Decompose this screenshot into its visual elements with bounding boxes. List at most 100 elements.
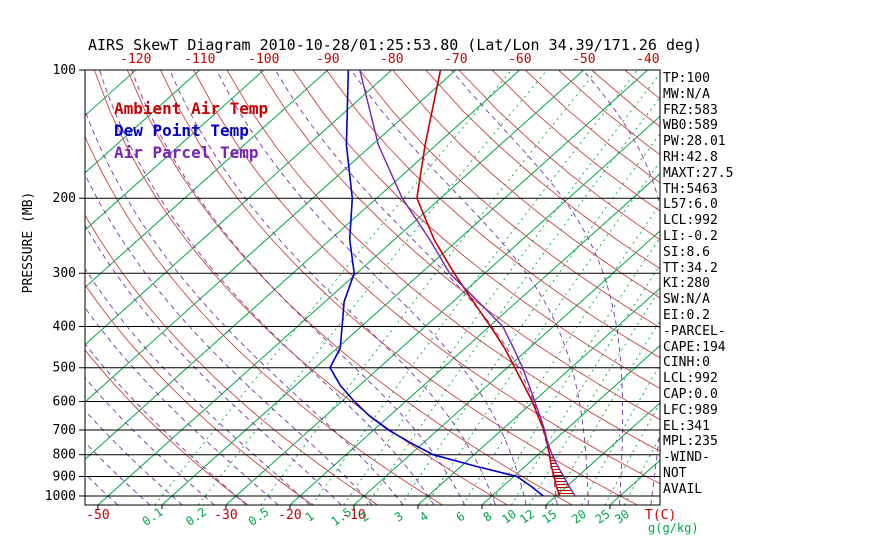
dry-adiabat-line (85, 349, 249, 505)
dry-adiabat-line (93, 70, 508, 505)
stats-panel: TP:100 MW:N/A FRZ:583 WB0:589 PW:28.01 RH:42.… (663, 71, 733, 498)
dry-adiabat-line (292, 70, 660, 389)
isotherm-line (85, 70, 393, 346)
mixing-ratio-line (489, 236, 660, 505)
moist-adiabat-line (274, 70, 558, 505)
bottom-temp-label: -10 (342, 508, 365, 523)
stat-line: WB0:589 (663, 118, 718, 134)
mixing-ratio-label: 1 (303, 509, 317, 525)
top-temp-label: -80 (380, 52, 403, 67)
pressure-tick-label: 200 (53, 191, 76, 206)
mixing-ratio-label: 10 (499, 507, 519, 527)
mixing-ratio-line (311, 70, 638, 505)
stat-line: TP:100 (663, 71, 710, 86)
mixing-ratio-label: 4 (417, 509, 431, 525)
top-temp-label: -60 (508, 52, 531, 67)
moist-adiabat-line (131, 70, 466, 505)
stat-line: MAXT:27.5 (663, 165, 734, 181)
mixing-ratio-line (511, 264, 660, 505)
top-temp-label: -70 (444, 52, 467, 67)
dry-adiabat-line (392, 70, 660, 299)
mixing-ratio-label: 12 (517, 507, 537, 527)
pressure-tick-label: 600 (53, 394, 76, 409)
isotherm-line (97, 70, 585, 505)
stat-line: EL:341 (663, 418, 710, 434)
background-lines (85, 70, 660, 505)
stat-line: TT:34.2 (663, 260, 718, 276)
moist-adiabat-line (450, 70, 624, 505)
stat-line: CAP:0.0 (663, 386, 718, 402)
stat-line: FRZ:583 (663, 102, 718, 118)
mixing-ratio-label: 0.2 (183, 505, 209, 529)
moist-adiabat-line (85, 224, 342, 505)
isotherm-line (85, 70, 457, 403)
chart-title: AIRS SkewT Diagram 2010-10-28/01:25:53.8… (88, 36, 703, 54)
moist-adiabat-line (85, 343, 247, 505)
moist-adiabat-line (99, 70, 435, 505)
pressure-tick-label: 400 (53, 319, 76, 334)
bottom-temp-label: -50 (86, 508, 109, 523)
stat-line: SW:N/A (663, 292, 710, 308)
mixing-ratio-label: 20 (569, 507, 589, 527)
stat-line: L57:6.0 (663, 197, 718, 213)
bottom-temp-label: -30 (214, 508, 237, 523)
mixing-ratio-line (425, 161, 660, 505)
mixing-ratio-label: 8 (481, 509, 495, 525)
mixing-ratio-label: 25 (593, 507, 613, 527)
isotherm-line (85, 70, 201, 174)
sounding-curves (329, 70, 576, 497)
moist-adiabat-line (350, 70, 589, 505)
top-temp-label: -50 (572, 52, 595, 67)
dry-adiabat-line (226, 70, 660, 452)
bottom-temp-label: -20 (278, 508, 301, 523)
pressure-axis-label: PRESSURE (MB) (21, 192, 36, 294)
stat-line: MPL:235 (663, 434, 718, 450)
isotherm-line (85, 70, 265, 231)
stat-line: LCL:992 (663, 213, 718, 229)
mixing-ratio-label: 15 (540, 507, 560, 527)
mixing-ratio-label: 3 (392, 509, 406, 525)
stat-line: AVAIL (663, 481, 703, 497)
moist-adiabat-line (85, 473, 119, 505)
mixing-ratio-label: 6 (454, 509, 468, 525)
mixing-ratio-line (581, 364, 660, 505)
ambient-temp-curve (416, 70, 561, 497)
moist-adiabat-line (85, 267, 311, 505)
top-temp-label: -40 (636, 52, 659, 67)
stat-line: -WIND- (663, 450, 710, 466)
moist-adiabat-line (85, 109, 404, 505)
isotherm-line (85, 70, 329, 289)
pressure-tick-label: 900 (53, 469, 76, 484)
stat-line: LI:-0.2 (663, 228, 718, 244)
legend: Ambient Air Temp Dew Point Temp Air Parc… (114, 98, 268, 164)
top-temp-label: -120 (120, 52, 151, 67)
top-temp-label: -100 (248, 52, 279, 67)
mixing-ratio-line (623, 435, 660, 505)
stat-line: LCL:992 (663, 371, 718, 387)
parcel-temp-curve (359, 70, 576, 497)
axis-labels: -120 -110 -100 -90 -80 -70 -60 -50 -40 100 200 300 4… (21, 52, 699, 535)
moist-adiabat-line (85, 377, 215, 505)
stat-line: TH:5463 (663, 181, 718, 197)
dew-point-curve (329, 70, 544, 497)
pressure-tick-label: 1000 (45, 489, 76, 504)
top-temp-label: -110 (184, 52, 215, 67)
plot-frame (84, 69, 661, 506)
mixing-ratio-label: 30 (612, 507, 632, 527)
temp-unit-label: T(C) (645, 508, 676, 523)
dry-adiabat-line (85, 135, 443, 505)
moist-adiabat-line (216, 70, 527, 505)
moist-adiabat-line (169, 70, 496, 505)
moist-adiabat-line (85, 503, 86, 505)
legend-item-ambient-air-temp: Ambient Air Temp (114, 99, 269, 118)
mixing-ratio-label: 0.5 (246, 505, 272, 529)
isotherm-line (85, 70, 521, 460)
top-temp-label: -90 (316, 52, 339, 67)
isotherm-line (225, 115, 660, 505)
dry-adiabat-line (160, 70, 638, 505)
pressure-tick-label: 800 (53, 448, 76, 463)
stat-line: NOT (663, 465, 687, 481)
stat-line: PW:28.01 (663, 134, 726, 150)
isotherm-line (481, 344, 660, 505)
stat-line: -PARCEL- (663, 323, 726, 339)
